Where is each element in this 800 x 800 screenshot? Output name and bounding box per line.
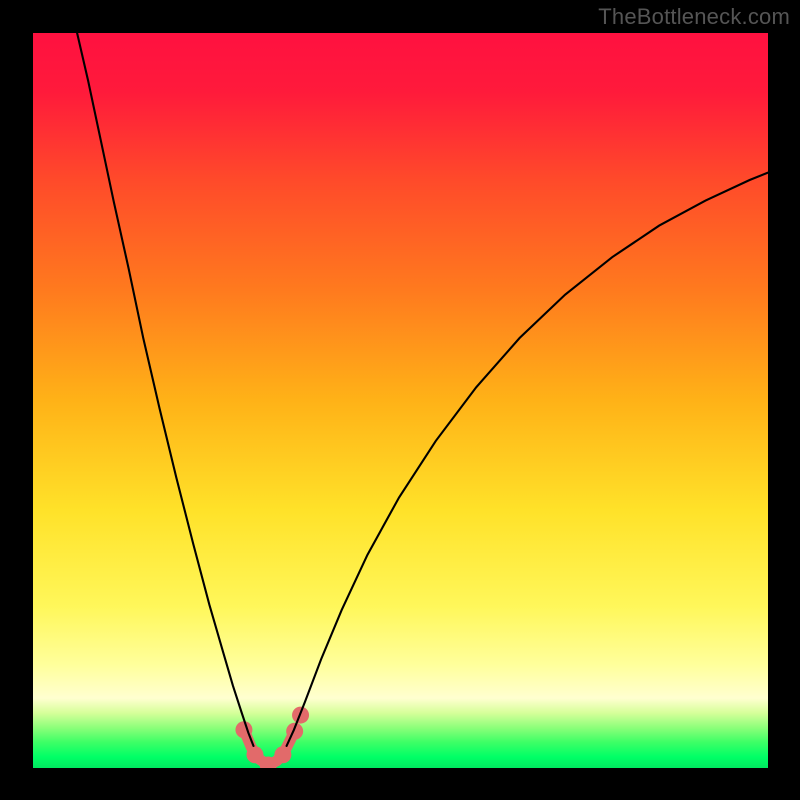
trough-marker: [274, 746, 291, 763]
bottleneck-curve-chart: [0, 0, 800, 800]
chart-stage: TheBottleneck.com: [0, 0, 800, 800]
plot-background: [33, 33, 768, 768]
watermark-text: TheBottleneck.com: [598, 4, 790, 30]
